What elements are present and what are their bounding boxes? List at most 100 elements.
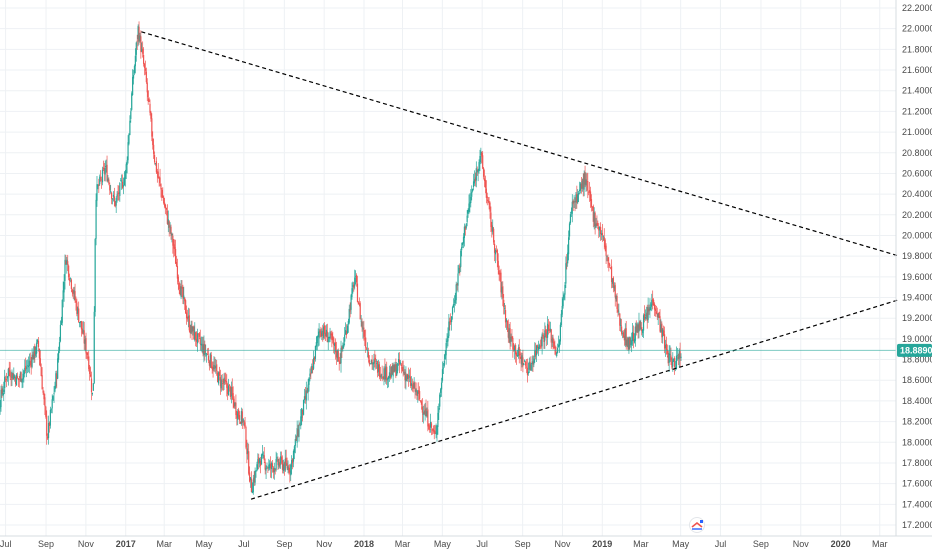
candle-body [115, 198, 117, 206]
candle-body [144, 68, 147, 71]
candle-body [639, 321, 641, 329]
y-tick-label: 22.00000 [902, 24, 932, 34]
candle-body [71, 289, 73, 293]
candle-body [430, 423, 433, 428]
candle-body [610, 267, 612, 269]
candle-body [496, 250, 498, 261]
candle-body [462, 236, 465, 244]
trendline-upper-resistance[interactable] [141, 31, 900, 257]
candle-body [490, 212, 492, 228]
candle-body [586, 181, 588, 183]
candle-body [238, 409, 240, 417]
candle-body [219, 377, 221, 387]
candle-body [451, 316, 453, 323]
candle-body [621, 333, 624, 335]
candle-body [583, 173, 585, 190]
candle-body [460, 250, 462, 267]
candle-body [390, 367, 392, 377]
candle-body [47, 436, 49, 439]
time-axis[interactable]: Jul Sep Nov 2017 Mar May Jul Sep Nov 2018 Mar May Ju… [0, 539, 888, 549]
candle-body [10, 378, 12, 380]
candle-body [278, 462, 280, 467]
candle-body [173, 244, 175, 249]
candles [0, 21, 682, 495]
candle-body [58, 342, 61, 352]
candle-body [391, 366, 393, 375]
candle-body [1, 388, 3, 394]
candle-body [37, 340, 40, 347]
candle-body [4, 378, 7, 380]
candle-body [203, 344, 205, 356]
candle-body [86, 352, 88, 355]
candle-body [356, 283, 359, 303]
candle-body [207, 355, 210, 361]
candle-body [564, 284, 566, 295]
candle-body [235, 402, 237, 416]
candle-body [504, 309, 507, 323]
candle-body [66, 259, 68, 265]
candle-body [206, 353, 209, 355]
candle-body [51, 399, 53, 409]
candle-body [259, 459, 261, 464]
candle-body [669, 354, 671, 355]
candle-body [476, 169, 478, 171]
candle-body [76, 302, 78, 315]
candle-body [277, 459, 279, 466]
trendline-lower-support[interactable] [250, 299, 900, 500]
candle-body [306, 391, 308, 393]
candle-body [156, 171, 158, 174]
candle-body [397, 363, 399, 371]
candle-body [398, 359, 401, 365]
candle-body [630, 344, 632, 346]
price-axis[interactable]: 22.20000 22.00000 21.80000 21.60000 21.40000… [902, 3, 932, 530]
candle-body [493, 228, 495, 243]
candle-body [472, 188, 474, 192]
candle-body [316, 336, 318, 344]
candle-body [139, 35, 141, 42]
candle-body [291, 460, 293, 467]
candle-body [272, 467, 274, 473]
candle-body [121, 180, 123, 182]
candle-body [642, 315, 645, 331]
candle-body [105, 166, 107, 168]
candle-body [50, 409, 52, 411]
candle-body [396, 369, 398, 376]
candle-body [650, 304, 652, 307]
candle-body [405, 375, 407, 382]
candle-body [187, 316, 189, 319]
candle-body [498, 270, 500, 275]
y-tick-label: 21.00000 [902, 127, 932, 137]
candle-body [331, 333, 333, 341]
candle-body [361, 321, 363, 328]
candle-body [645, 314, 647, 317]
candle-body [204, 343, 206, 353]
candle-body [120, 180, 122, 182]
candle-body [84, 339, 86, 344]
candle-body [29, 360, 31, 362]
tradingview-logo-icon[interactable] [689, 517, 705, 533]
candle-body [237, 411, 239, 420]
candle-body [249, 477, 252, 481]
candle-body [188, 315, 190, 331]
candle-body [599, 226, 602, 235]
candle-body [184, 297, 186, 302]
candle-body [176, 265, 179, 279]
candle-body [89, 374, 92, 377]
candle-body [576, 193, 578, 203]
candle-body [332, 338, 334, 340]
candle-body [111, 192, 113, 199]
candle-body [528, 361, 530, 370]
y-tick-label: 19.80000 [902, 251, 932, 261]
candle-body [129, 120, 131, 136]
candle-body [616, 295, 618, 309]
candle-body [568, 223, 571, 237]
candle-body [196, 338, 198, 342]
candle-body [117, 193, 119, 195]
candle-body [56, 373, 58, 380]
x-tick-label: 2020 [831, 539, 851, 549]
candle-body [347, 320, 349, 325]
candle-body [119, 182, 121, 196]
candle-body [452, 304, 455, 308]
